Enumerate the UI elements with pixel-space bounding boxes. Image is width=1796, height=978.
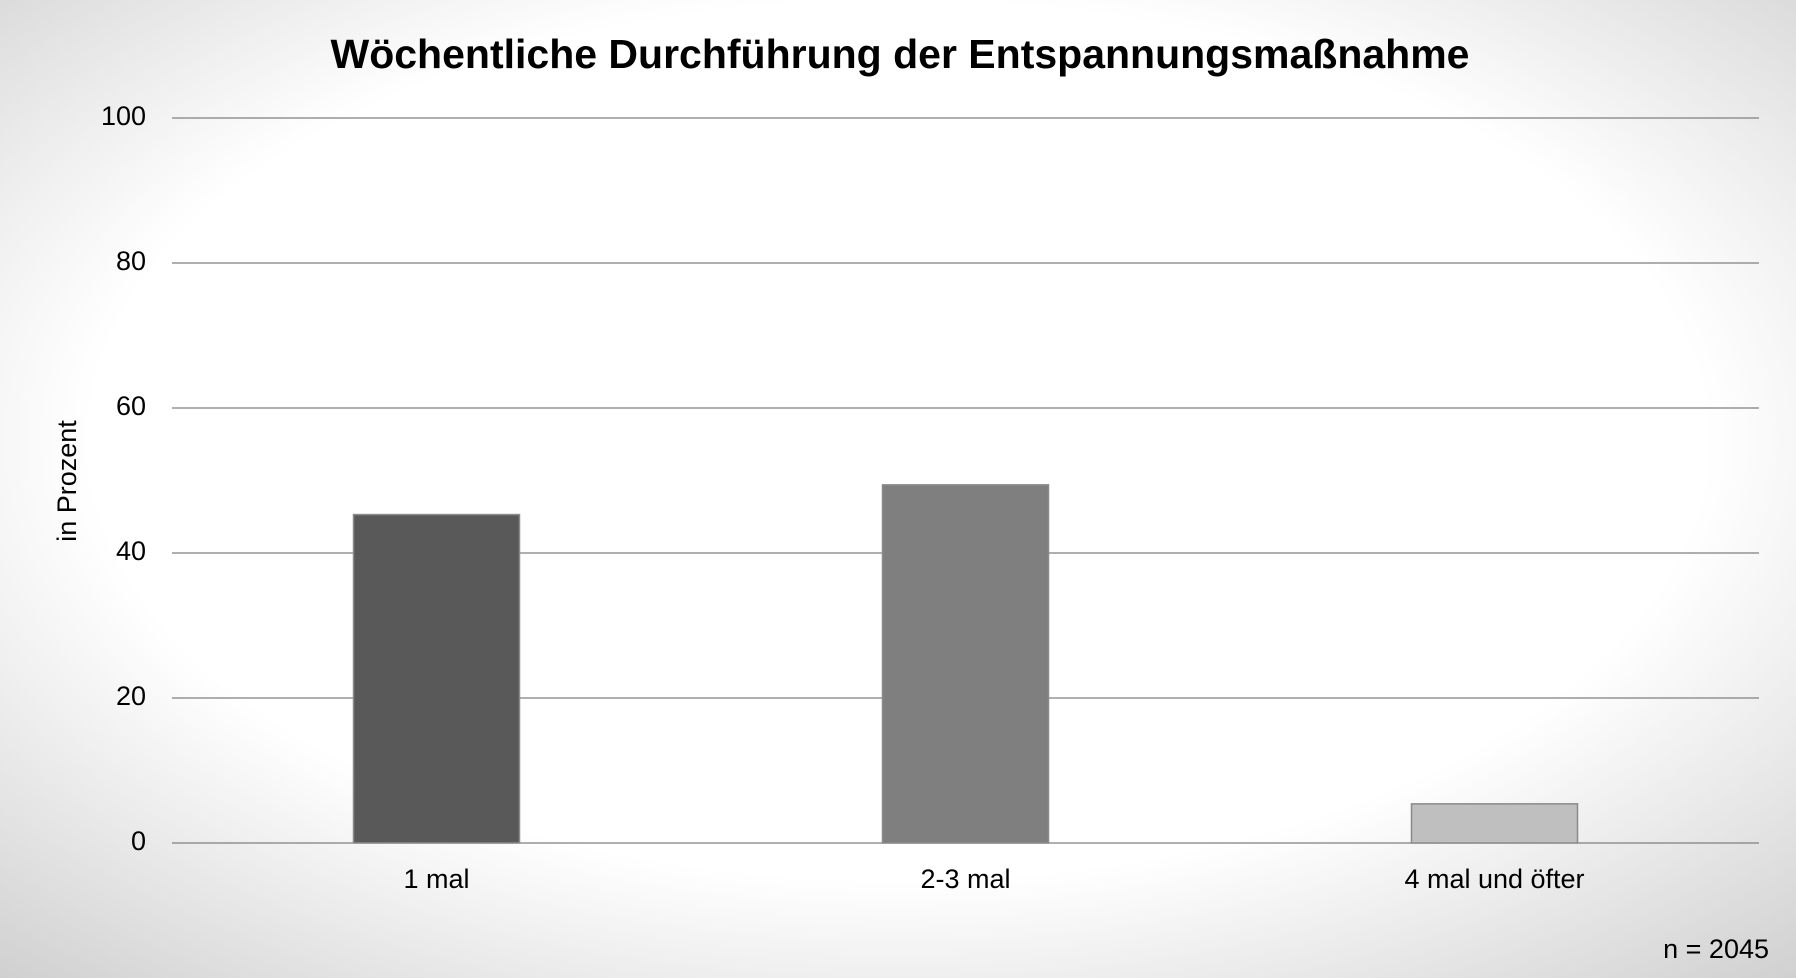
y-tick-label: 0 bbox=[131, 826, 146, 856]
sample-size-note: n = 2045 bbox=[1663, 934, 1769, 964]
y-tick-label: 40 bbox=[116, 536, 146, 566]
bar bbox=[881, 484, 1050, 844]
bar bbox=[352, 513, 521, 844]
y-tick-label: 80 bbox=[116, 246, 146, 276]
bar bbox=[1410, 803, 1579, 844]
y-tick-label: 100 bbox=[101, 101, 146, 131]
x-tick-label: 1 mal bbox=[403, 864, 469, 894]
x-tick-label: 4 mal und öfter bbox=[1404, 864, 1584, 894]
y-axis-label: in Prozent bbox=[52, 420, 82, 542]
x-tick-label: 2-3 mal bbox=[920, 864, 1010, 894]
y-tick-label: 60 bbox=[116, 391, 146, 421]
y-tick-label: 20 bbox=[116, 681, 146, 711]
chart-title: Wöchentliche Durchführung der Entspannun… bbox=[331, 31, 1470, 77]
